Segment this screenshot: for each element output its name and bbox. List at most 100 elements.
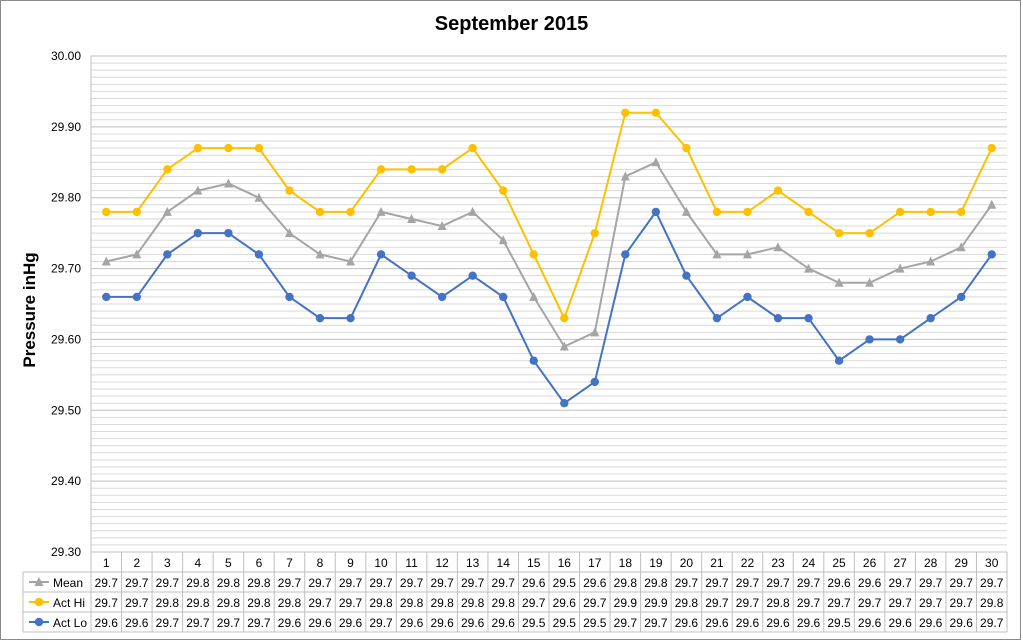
table-cell: 29.8: [217, 596, 241, 610]
data-point: [315, 207, 325, 217]
data-point: [163, 250, 172, 259]
x-tick-label: 8: [317, 556, 324, 570]
data-point: [315, 313, 325, 323]
data-point: [712, 313, 722, 323]
data-point: [804, 263, 814, 273]
table-cell: 29.7: [980, 616, 1004, 630]
data-point: [376, 206, 386, 216]
x-tick-label: 26: [863, 556, 877, 570]
table-cell: 29.8: [675, 596, 699, 610]
table-cell: 29.6: [675, 616, 699, 630]
table-cell: 29.6: [339, 616, 363, 630]
chart-title: September 2015: [434, 13, 589, 35]
x-tick-label: 10: [374, 556, 388, 570]
table-cell: 29.8: [247, 596, 271, 610]
data-point: [773, 313, 783, 323]
data-point: [498, 235, 508, 245]
table-cell: 29.9: [614, 596, 638, 610]
legend-key-marker: [34, 577, 44, 586]
data-point: [987, 199, 997, 209]
data-point: [163, 165, 172, 174]
data-point: [102, 207, 111, 217]
x-tick-label: 18: [619, 556, 633, 570]
data-point: [193, 143, 203, 153]
table-cell: 29.7: [644, 616, 668, 630]
table-cell: 29.6: [430, 616, 454, 630]
table-cell: 29.5: [553, 616, 577, 630]
data-point: [926, 256, 936, 266]
x-tick-label: 28: [924, 556, 938, 570]
table-cell: 29.7: [705, 596, 729, 610]
table-cell: 29.7: [827, 596, 851, 610]
data-point: [529, 250, 538, 259]
data-point: [101, 256, 111, 266]
table-cell: 29.6: [125, 616, 149, 630]
data-point: [437, 165, 447, 174]
data-point: [956, 242, 966, 252]
table-cell: 29.6: [522, 576, 546, 590]
legend-entry: Act Hi: [53, 596, 85, 610]
series-line: [106, 111, 993, 320]
x-tick-label: 21: [710, 556, 724, 570]
data-point: [224, 143, 233, 153]
data-point: [895, 207, 905, 217]
data-point: [621, 108, 630, 117]
data-point: [926, 313, 935, 323]
data-point: [346, 207, 355, 217]
data-point: [437, 221, 447, 231]
data-point: [865, 277, 875, 287]
data-point: [468, 143, 477, 153]
x-tick-label: 30: [985, 556, 999, 570]
table-cell: 29.6: [400, 616, 424, 630]
table-cell: 29.8: [369, 596, 393, 610]
table-cell: 29.7: [430, 576, 454, 590]
table-cell: 29.8: [247, 576, 271, 590]
table-cell: 29.8: [186, 596, 210, 610]
table-cell: 29.7: [950, 576, 974, 590]
data-point: [834, 277, 844, 287]
data-point: [559, 341, 569, 351]
x-tick-label: 19: [649, 556, 663, 570]
table-cell: 29.8: [186, 576, 210, 590]
table-cell: 29.9: [644, 596, 668, 610]
y-tick-label: 29.70: [51, 262, 81, 276]
x-tick-label: 20: [680, 556, 694, 570]
data-point: [254, 143, 264, 153]
table-cell: 29.8: [492, 596, 516, 610]
table-cell: 29.6: [766, 616, 790, 630]
table-cell: 29.7: [308, 596, 332, 610]
table-cell: 29.6: [858, 616, 882, 630]
table-cell: 29.6: [827, 576, 851, 590]
table-cell: 29.7: [339, 576, 363, 590]
data-point: [865, 335, 874, 344]
data-point: [957, 292, 966, 302]
table-cell: 29.7: [461, 576, 485, 590]
data-point: [315, 249, 325, 259]
data-point: [895, 263, 905, 273]
y-tick-label: 29.50: [51, 403, 81, 417]
data-point: [773, 186, 783, 195]
data-point: [132, 292, 141, 302]
series-mean: [101, 157, 997, 351]
table-cell: 29.7: [736, 576, 760, 590]
x-tick-label: 25: [832, 556, 846, 570]
data-point: [132, 249, 142, 259]
table-cell: 29.7: [950, 596, 974, 610]
data-point: [804, 313, 813, 323]
table-cell: 29.7: [888, 596, 912, 610]
data-point: [957, 207, 966, 217]
data-point: [468, 271, 477, 280]
x-tick-label: 13: [466, 556, 480, 570]
data-point: [224, 228, 233, 238]
x-tick-label: 9: [347, 556, 354, 570]
gridlines: [90, 55, 1007, 553]
table-cell: 29.5: [522, 616, 546, 630]
table-cell: 29.6: [553, 596, 577, 610]
data-point: [621, 250, 630, 259]
data-point: [682, 271, 691, 280]
series-act-hi: [102, 108, 996, 323]
table-cell: 29.7: [156, 576, 180, 590]
data-point: [895, 335, 905, 344]
table-cell: 29.7: [156, 616, 180, 630]
x-tick-label: 12: [435, 556, 449, 570]
